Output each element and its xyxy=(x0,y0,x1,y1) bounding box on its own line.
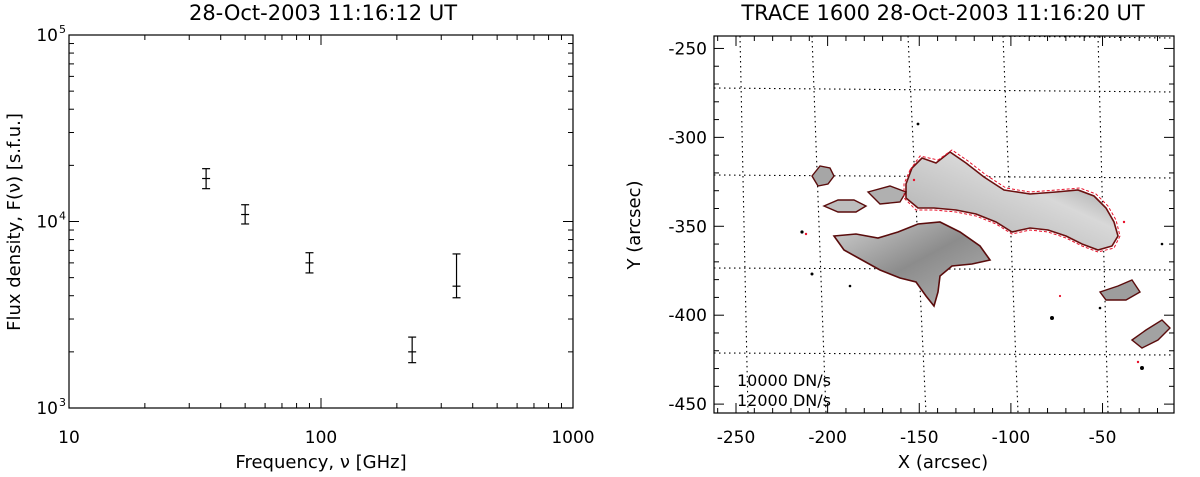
x-tick-label: -250 xyxy=(717,428,756,448)
emission-regions xyxy=(800,122,1171,370)
spectrum-data-points xyxy=(202,168,461,364)
x-tick-label: -100 xyxy=(992,428,1031,448)
y-tick-label: 10 xyxy=(36,213,58,233)
right-patch xyxy=(1098,279,1141,301)
legend-contour-10000: 10000 DN/s xyxy=(737,371,831,390)
x-tick-label: 10 xyxy=(58,428,80,448)
y-tick-label: -250 xyxy=(668,39,707,59)
corner-patch xyxy=(1130,319,1171,349)
red-speckles xyxy=(804,178,1140,364)
y-tick-exponent: 4 xyxy=(59,210,66,223)
spectrum-y-axis-label: Flux density, F(ν) [s.f.u.] xyxy=(4,113,25,331)
legend-contour-12000: 12000 DN/s xyxy=(737,391,831,410)
data-point xyxy=(202,168,211,190)
trace-tick-marks xyxy=(714,36,1174,413)
trace-y-axis-label: Y (arcsec) xyxy=(624,180,645,270)
left-patch xyxy=(822,199,868,213)
trace-title: TRACE 1600 28-Oct-2003 11:16:20 UT xyxy=(740,1,1145,25)
y-tick-label: 10 xyxy=(36,399,58,419)
spectrum-tick-marks xyxy=(68,35,573,409)
spectrum-plot-frame xyxy=(68,34,574,409)
y-tick-exponent: 3 xyxy=(59,396,66,409)
spectrum-x-axis-label: Frequency, ν [GHz] xyxy=(235,452,406,473)
y-tick-label: -400 xyxy=(668,306,707,326)
trace-x-axis-label: X (arcsec) xyxy=(898,452,988,473)
data-point xyxy=(305,252,314,274)
upper-left-patch xyxy=(811,165,835,187)
data-point xyxy=(452,253,461,299)
x-tick-label: 100 xyxy=(305,428,337,448)
y-tick-label: -300 xyxy=(668,128,707,148)
trace-image xyxy=(714,36,1174,413)
speckles xyxy=(800,122,1164,370)
y-tick-exponent: 5 xyxy=(59,23,66,36)
data-point xyxy=(408,336,417,364)
spectrum-x-tick-labels: 10 100 1000 xyxy=(58,428,594,448)
spectrum-title: 28-Oct-2003 11:16:12 UT xyxy=(189,1,457,25)
trace-plot-frame xyxy=(713,35,1175,414)
trace-image-panel: TRACE 1600 28-Oct-2003 11:16:20 UT xyxy=(624,1,1175,473)
x-tick-label: 1000 xyxy=(551,428,594,448)
ribbon-outline-red xyxy=(903,149,1121,253)
trace-x-tick-labels: -250 -200 -150 -100 -50 xyxy=(717,428,1117,448)
x-tick-label: -200 xyxy=(808,428,847,448)
trace-y-tick-labels: -250 -300 -350 -400 -450 xyxy=(668,39,707,415)
data-point xyxy=(241,204,250,225)
x-tick-label: -150 xyxy=(900,428,939,448)
y-tick-label: -450 xyxy=(668,395,707,415)
y-tick-label: 10 xyxy=(36,26,58,46)
x-tick-label: -50 xyxy=(1089,428,1117,448)
middle-patch xyxy=(866,185,908,205)
contour-legend: 10000 DN/s 12000 DN/s xyxy=(737,371,831,410)
main-ribbon xyxy=(905,151,1119,251)
y-tick-label: -350 xyxy=(668,217,707,237)
lower-ribbon xyxy=(832,221,992,308)
